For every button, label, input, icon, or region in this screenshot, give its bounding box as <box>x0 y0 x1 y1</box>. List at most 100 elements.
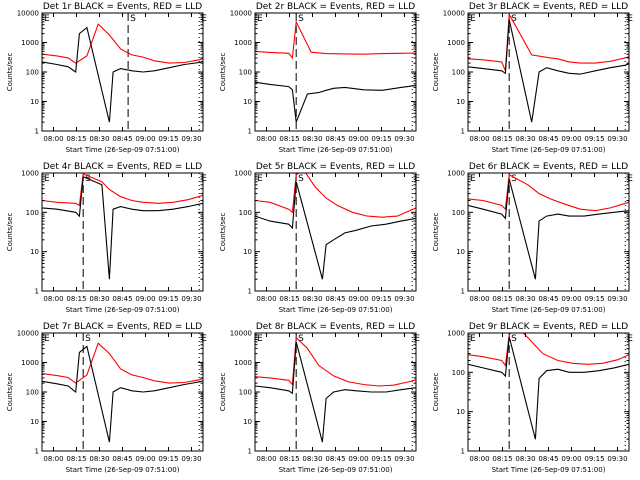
marker-label: E <box>44 174 50 184</box>
y-axis-label: Counts/sec <box>219 213 227 252</box>
lld-series-line <box>42 23 203 64</box>
events-series-line <box>468 336 629 440</box>
x-tick-label: 08:15 <box>66 455 86 463</box>
x-tick-label: 09:15 <box>584 135 604 143</box>
y-tick-label: 1 <box>461 448 465 456</box>
chart-panel-1: Det 1r BLACK = Events, RED = LLD E S E 1 10 10… <box>6 2 207 154</box>
y-axis-label: Counts/sec <box>219 53 227 92</box>
x-axis-label: Start Time (26-Sep-09 07:51:00) <box>279 306 393 314</box>
x-tick-label: 09:30 <box>607 295 627 303</box>
y-tick-label: 10 <box>30 248 39 256</box>
y-tick-label: 10000 <box>230 330 252 338</box>
x-tick-label: 09:15 <box>584 455 604 463</box>
marker-label: S <box>511 14 517 24</box>
x-tick-label: 08:30 <box>302 455 322 463</box>
x-tick-label: 08:00 <box>469 295 489 303</box>
x-axis-label: Start Time (26-Sep-09 07:51:00) <box>279 146 393 154</box>
x-tick-label: 09:00 <box>348 295 368 303</box>
y-tick-label: 10000 <box>443 10 465 18</box>
y-axis-label: Counts/sec <box>432 53 440 92</box>
x-tick-label: 09:30 <box>607 455 627 463</box>
marker-label: S <box>130 14 136 24</box>
chart-title: Det 2r BLACK = Events, RED = LLD <box>256 2 415 12</box>
y-tick-label: 100 <box>239 209 252 217</box>
x-tick-label: 08:00 <box>256 455 276 463</box>
chart-title: Det 6r BLACK = Events, RED = LLD <box>469 162 628 172</box>
series-group <box>255 173 416 280</box>
y-tick-label: 1 <box>461 128 465 136</box>
y-tick-label: 1 <box>35 128 39 136</box>
marker-label: E <box>470 174 476 184</box>
marker-label: E <box>44 334 50 344</box>
series-group <box>468 13 629 123</box>
y-tick-label: 100 <box>452 369 465 377</box>
y-tick-label: 1000 <box>447 330 465 338</box>
x-tick-label: 09:00 <box>135 135 155 143</box>
events-series-line <box>42 175 203 280</box>
plot-frame <box>41 172 204 292</box>
y-axis-label: Counts/sec <box>6 213 14 252</box>
x-tick-label: 08:45 <box>325 295 345 303</box>
lld-series-line <box>255 173 416 218</box>
marker-label: E <box>627 334 633 344</box>
y-axis-label: Counts/sec <box>6 53 14 92</box>
plot-frame <box>41 332 204 452</box>
chart-title: Det 5r BLACK = Events, RED = LLD <box>256 162 415 172</box>
x-tick-label: 09:30 <box>607 135 627 143</box>
y-tick-label: 10 <box>243 248 252 256</box>
marker-label: E <box>627 174 633 184</box>
y-tick-label: 1000 <box>21 39 39 47</box>
x-tick-label: 08:30 <box>302 135 322 143</box>
y-tick-label: 1000 <box>234 170 252 178</box>
events-series-line <box>468 178 629 280</box>
x-tick-label: 08:45 <box>538 295 558 303</box>
lld-series-line <box>255 336 416 387</box>
y-tick-label: 1000 <box>234 39 252 47</box>
x-tick-label: 08:00 <box>256 135 276 143</box>
x-tick-label: 08:15 <box>492 135 512 143</box>
x-tick-label: 09:15 <box>371 455 391 463</box>
x-axis-label: Start Time (26-Sep-09 07:51:00) <box>66 146 180 154</box>
x-tick-label: 08:30 <box>89 455 109 463</box>
x-tick-label: 08:45 <box>538 135 558 143</box>
x-tick-label: 08:45 <box>538 455 558 463</box>
y-tick-label: 10 <box>243 98 252 106</box>
lld-series-line <box>255 19 416 60</box>
x-tick-label: 09:15 <box>158 135 178 143</box>
marker-label: S <box>298 174 304 184</box>
chart-panel-9: Det 9r BLACK = Events, RED = LLD E S E 1 10 10… <box>432 322 633 474</box>
y-tick-label: 100 <box>26 209 39 217</box>
y-tick-label: 100 <box>26 389 39 397</box>
marker-label: E <box>201 174 207 184</box>
x-tick-label: 09:30 <box>394 295 414 303</box>
events-series-line <box>42 26 203 123</box>
x-tick-label: 09:15 <box>371 295 391 303</box>
marker-label: E <box>44 14 50 24</box>
y-axis-label: Counts/sec <box>219 373 227 412</box>
plot-frame <box>254 12 417 132</box>
y-tick-label: 10 <box>456 248 465 256</box>
y-tick-label: 100 <box>239 69 252 77</box>
x-tick-label: 08:30 <box>89 295 109 303</box>
series-group <box>42 342 203 443</box>
chart-panel-2: Det 2r BLACK = Events, RED = LLD E S E 1 10 10… <box>219 2 420 154</box>
x-tick-label: 08:30 <box>302 295 322 303</box>
lld-series-line <box>468 13 629 72</box>
y-axis-label: Counts/sec <box>432 213 440 252</box>
marker-label: E <box>414 174 420 184</box>
marker-label: E <box>201 14 207 24</box>
y-tick-label: 1 <box>35 448 39 456</box>
x-axis-label: Start Time (26-Sep-09 07:51:00) <box>66 466 180 474</box>
lld-series-line <box>468 173 629 212</box>
plot-frame <box>254 172 417 292</box>
x-tick-label: 08:00 <box>256 295 276 303</box>
x-axis-label: Start Time (26-Sep-09 07:51:00) <box>66 306 180 314</box>
x-tick-label: 08:45 <box>325 455 345 463</box>
chart-panel-3: Det 3r BLACK = Events, RED = LLD E S E 1 10 10… <box>432 2 633 154</box>
x-tick-label: 09:00 <box>561 295 581 303</box>
x-tick-label: 08:30 <box>89 135 109 143</box>
x-tick-label: 09:00 <box>348 455 368 463</box>
marker-label: E <box>414 14 420 24</box>
y-tick-label: 1 <box>248 128 252 136</box>
